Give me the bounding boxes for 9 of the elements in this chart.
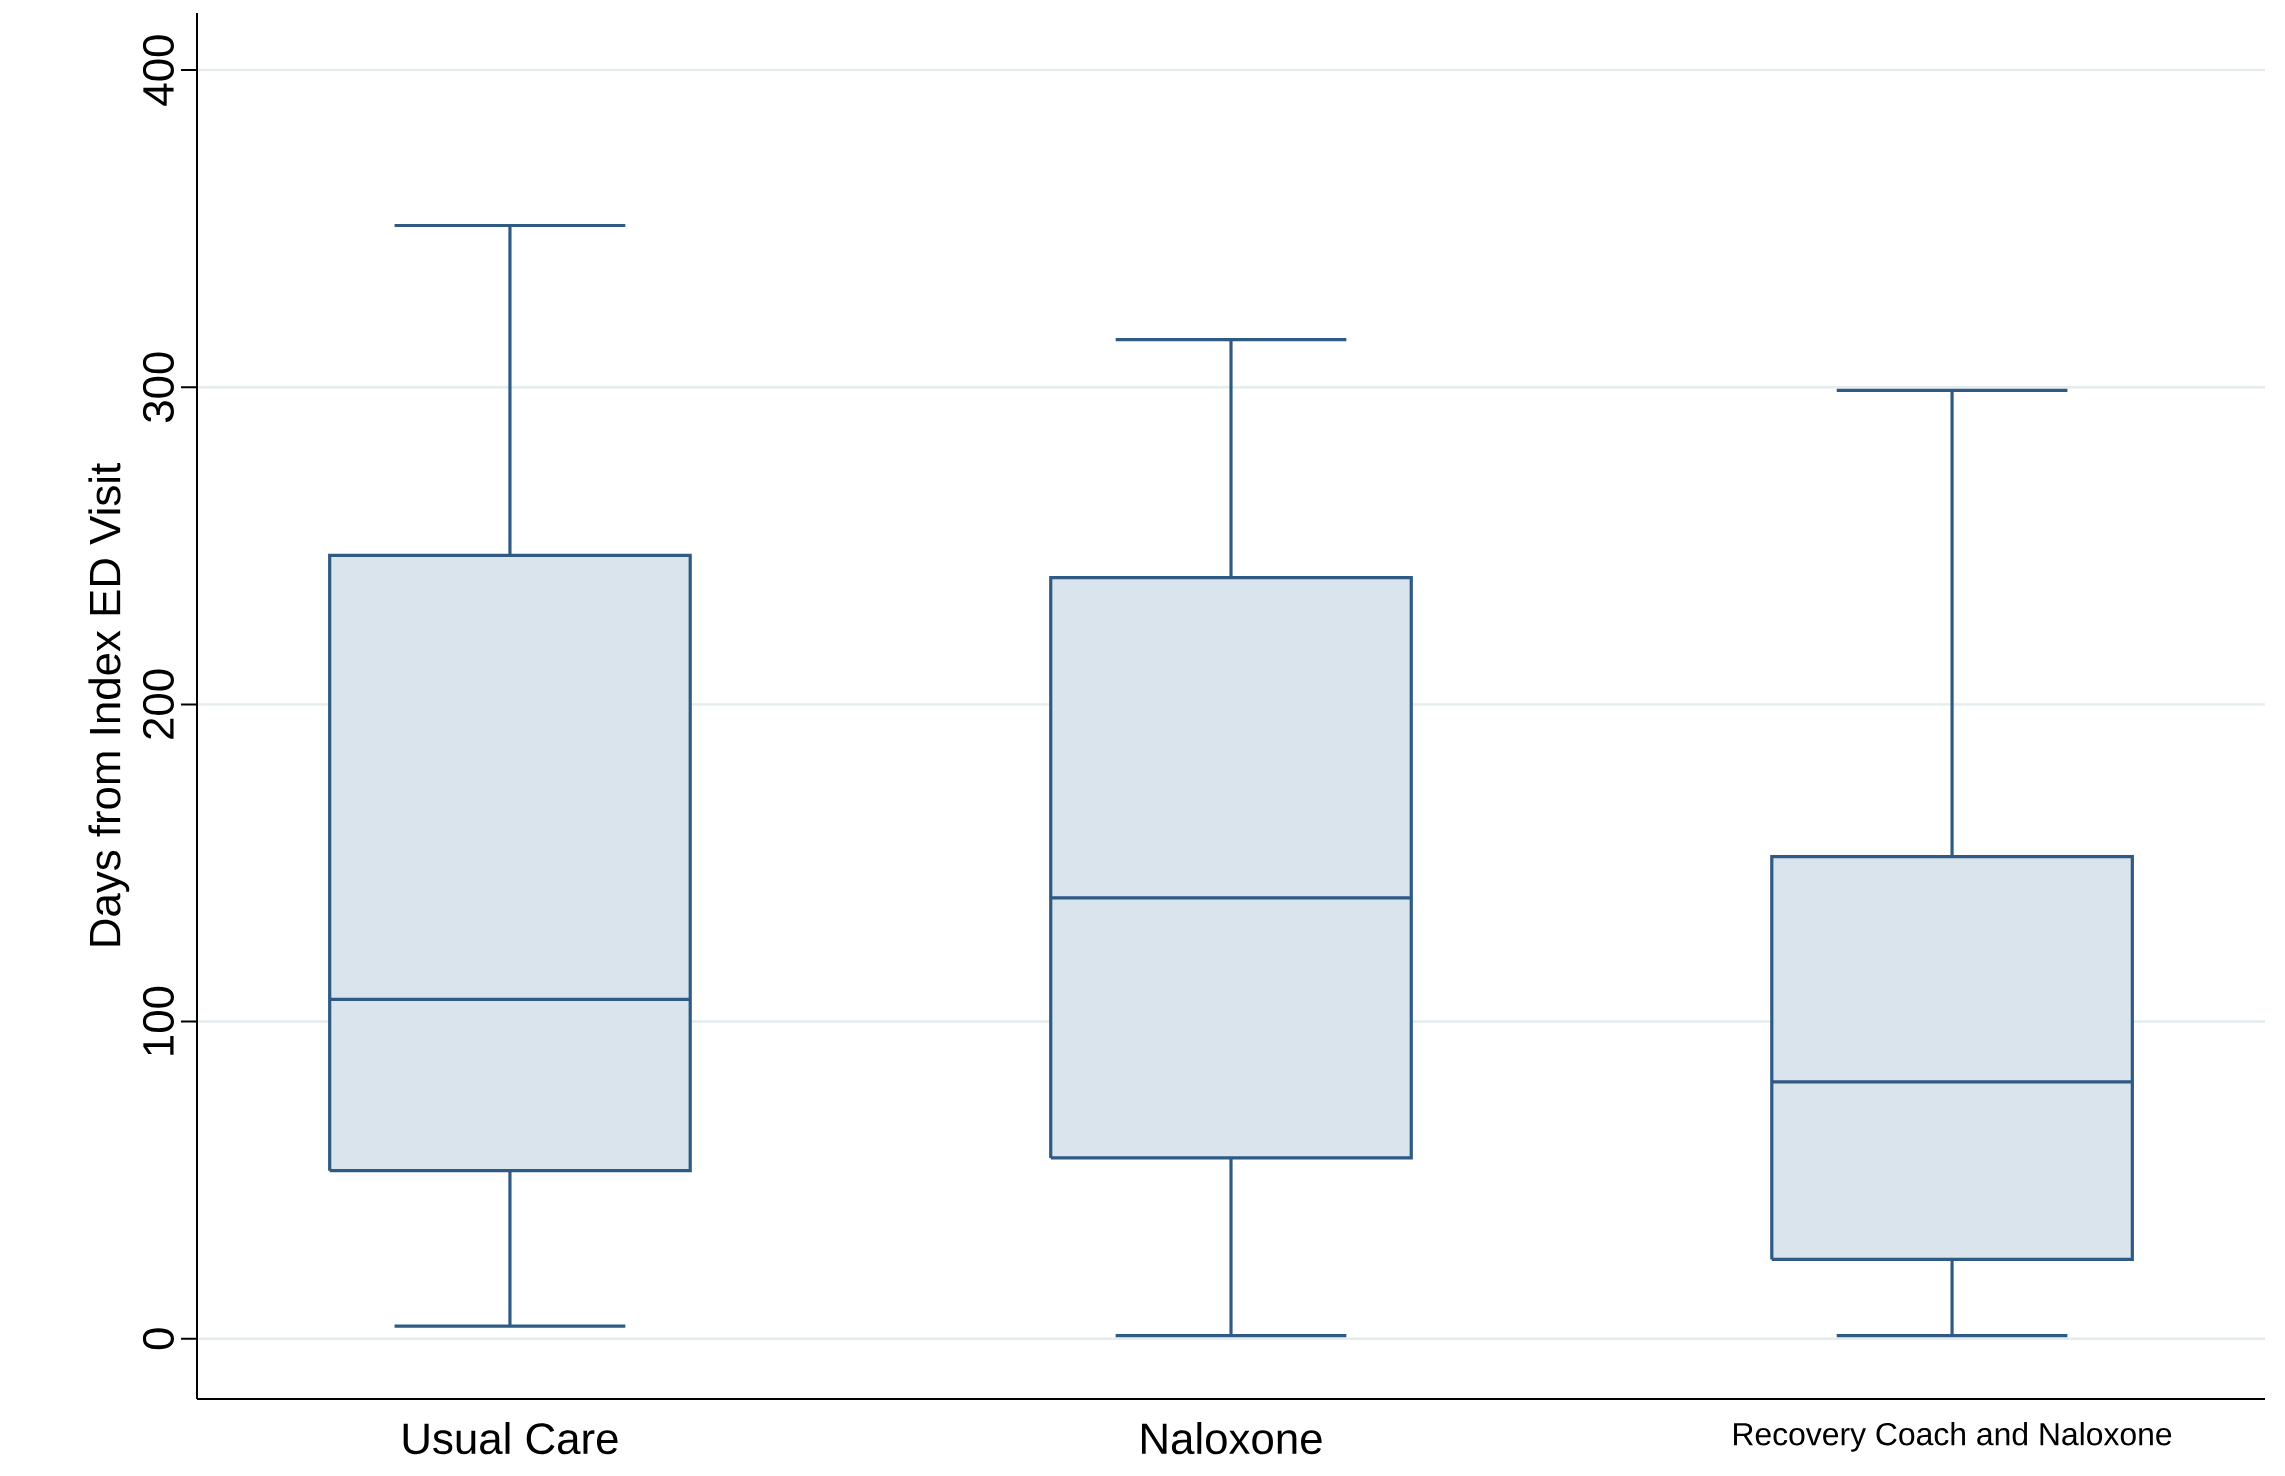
y-tick-label: 100 bbox=[142, 986, 174, 1055]
y-tick-label: 400 bbox=[142, 35, 174, 106]
y-tick-label: 200 bbox=[142, 669, 174, 739]
x-tick-label: Usual Care bbox=[403, 1422, 618, 1455]
y-tick-label: 300 bbox=[142, 352, 174, 423]
x-tick-label: Naloxone bbox=[1141, 1422, 1322, 1455]
y-axis-title: Days from Index ED Visit bbox=[88, 463, 130, 946]
y-tick-label: 0 bbox=[142, 1328, 174, 1350]
x-tick-label: Recovery Coach and Naloxone bbox=[1734, 1422, 2172, 1452]
